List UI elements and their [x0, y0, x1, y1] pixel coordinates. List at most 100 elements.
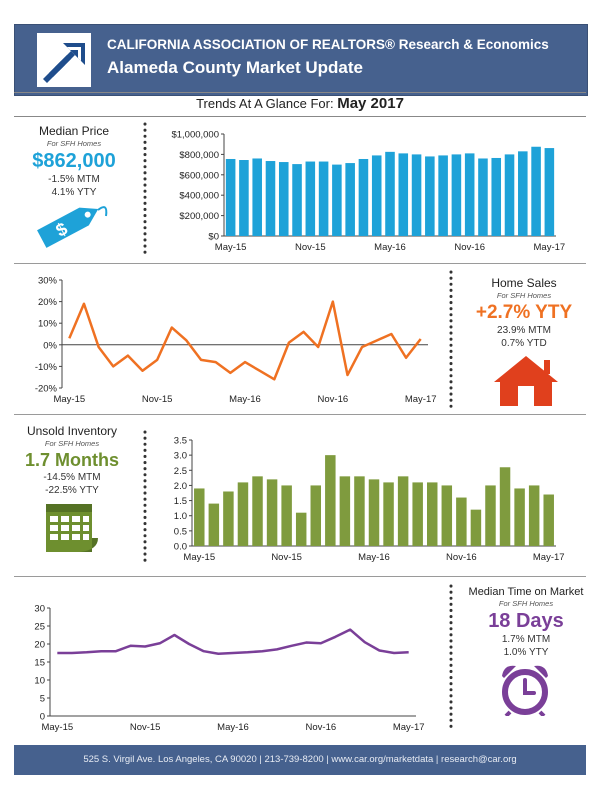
y-tick-label: 15: [34, 658, 45, 669]
median-price-panel: Median Price For SFH Homes $862,000 -1.5…: [14, 124, 134, 199]
bar: [292, 164, 302, 236]
price-tag-icon: $: [37, 206, 108, 248]
bar: [425, 156, 435, 236]
bar: [295, 512, 307, 546]
inventory-mtm: -14.5% MTM: [43, 472, 101, 483]
home-sales-panel: Home Sales For SFH Homes +2.7% YTY 23.9%…: [462, 276, 586, 350]
x-tick-label: May-16: [229, 394, 261, 405]
y-tick-label: 10: [34, 676, 45, 687]
bar: [345, 163, 355, 236]
y-tick-label: 5: [40, 694, 45, 705]
section-divider: [14, 263, 586, 264]
trend-band: Trends At A Glance For: May 2017: [14, 92, 586, 117]
bar: [239, 160, 249, 236]
y-tick-label: 3.5: [174, 436, 187, 447]
section-divider: [14, 414, 586, 415]
section-divider: [14, 576, 586, 577]
y-tick-label: -10%: [35, 362, 58, 373]
median-price-chart: $0 $200,000 $400,000 $600,000 $800,000 $1,000…: [171, 130, 565, 254]
x-tick-label: Nov-16: [318, 394, 349, 405]
bar: [281, 485, 292, 546]
bar: [470, 509, 482, 546]
home-sales-chart: -20% -10% 0% 10% 20% 30% May-15 Nov-15 May-16 Nov…: [35, 276, 437, 406]
x-tick-label: May-16: [374, 242, 406, 253]
bar: [371, 155, 382, 236]
y-tick-label: 0.0: [174, 542, 187, 553]
bar: [252, 158, 262, 236]
home-sales-title: Home Sales: [491, 276, 557, 290]
time-on-market-yty: 1.0% YTY: [503, 647, 549, 658]
bar: [485, 485, 496, 546]
x-tick-label: May-15: [53, 394, 85, 405]
y-tick-label: 1.5: [174, 496, 187, 507]
y-tick-label: 2.0: [174, 481, 187, 492]
bar: [438, 155, 448, 236]
y-tick-label: 30%: [38, 276, 58, 287]
series-line: [57, 628, 409, 655]
x-tick-label: May-15: [215, 242, 247, 253]
bar: [451, 154, 462, 236]
bar: [518, 151, 528, 236]
bar: [531, 146, 541, 236]
x-tick-label: Nov-15: [142, 394, 173, 405]
bar: [223, 491, 234, 546]
x-tick-label: Nov-15: [130, 722, 161, 733]
y-tick-label: 20: [34, 640, 45, 651]
y-tick-label: $1,000,000: [171, 130, 219, 141]
bar: [237, 482, 249, 546]
bar: [310, 485, 322, 546]
inventory-title: Unsold Inventory: [26, 424, 118, 438]
bar: [514, 488, 525, 546]
alarm-clock-icon: [502, 665, 548, 716]
calendar-icon: [46, 504, 98, 552]
bar: [398, 153, 409, 236]
header-banner: CALIFORNIA ASSOCIATION OF REALTORS® Rese…: [14, 24, 588, 96]
bar: [318, 161, 329, 236]
bar: [397, 476, 409, 546]
time-on-market-sub: For SFH Homes: [498, 599, 554, 608]
inventory-value: 1.7 Months: [24, 450, 119, 470]
bar: [499, 467, 511, 546]
trend-label: Trends At A Glance For:: [196, 96, 338, 111]
x-tick-label: May-16: [217, 722, 249, 733]
car-logo: [37, 33, 91, 87]
bar: [385, 151, 395, 236]
bar: [354, 476, 365, 546]
bar: [426, 482, 438, 546]
bar: [456, 497, 467, 546]
bar: [266, 479, 278, 546]
house-icon: [494, 356, 558, 406]
y-tick-label: $800,000: [179, 150, 219, 161]
y-tick-label: $600,000: [179, 170, 219, 181]
series-line: [68, 300, 422, 381]
home-sales-ytd: 0.7% YTD: [501, 338, 547, 349]
bar: [383, 482, 394, 546]
y-tick-label: 10%: [38, 319, 58, 330]
dotted-separator: [449, 270, 453, 410]
bar: [491, 157, 502, 236]
bar: [528, 485, 540, 546]
y-tick-label: 2.5: [174, 466, 187, 477]
x-tick-label: May-15: [41, 722, 73, 733]
y-tick-label: $400,000: [179, 191, 219, 202]
home-sales-sub: For SFH Homes: [496, 291, 552, 300]
x-tick-label: Nov-15: [295, 242, 326, 253]
time-on-market-chart: 0 5 10 15 20 25 30 May-15 Nov-15 May-16 Nov-16 May-…: [34, 604, 425, 734]
bar: [265, 161, 276, 236]
x-tick-label: May-17: [393, 722, 425, 733]
header-subtitle: Alameda County Market Update: [107, 58, 363, 77]
median-price-sub: For SFH Homes: [46, 139, 102, 148]
median-price-yty: 4.1% YTY: [51, 187, 97, 198]
bar: [543, 494, 554, 546]
y-tick-label: $0: [208, 232, 219, 243]
time-on-market-title: Median Time on Market: [468, 586, 584, 598]
x-tick-label: Nov-16: [454, 242, 485, 253]
bar: [194, 488, 205, 546]
y-tick-label: 0%: [43, 340, 57, 351]
header-title: CALIFORNIA ASSOCIATION OF REALTORS® Rese…: [107, 37, 549, 52]
inventory-yty: -22.5% YTY: [45, 485, 99, 496]
y-tick-label: -20%: [35, 384, 58, 395]
time-on-market-mtm: 1.7% MTM: [501, 634, 551, 645]
y-tick-label: 3.0: [174, 451, 187, 462]
trend-date: May 2017: [337, 95, 404, 112]
